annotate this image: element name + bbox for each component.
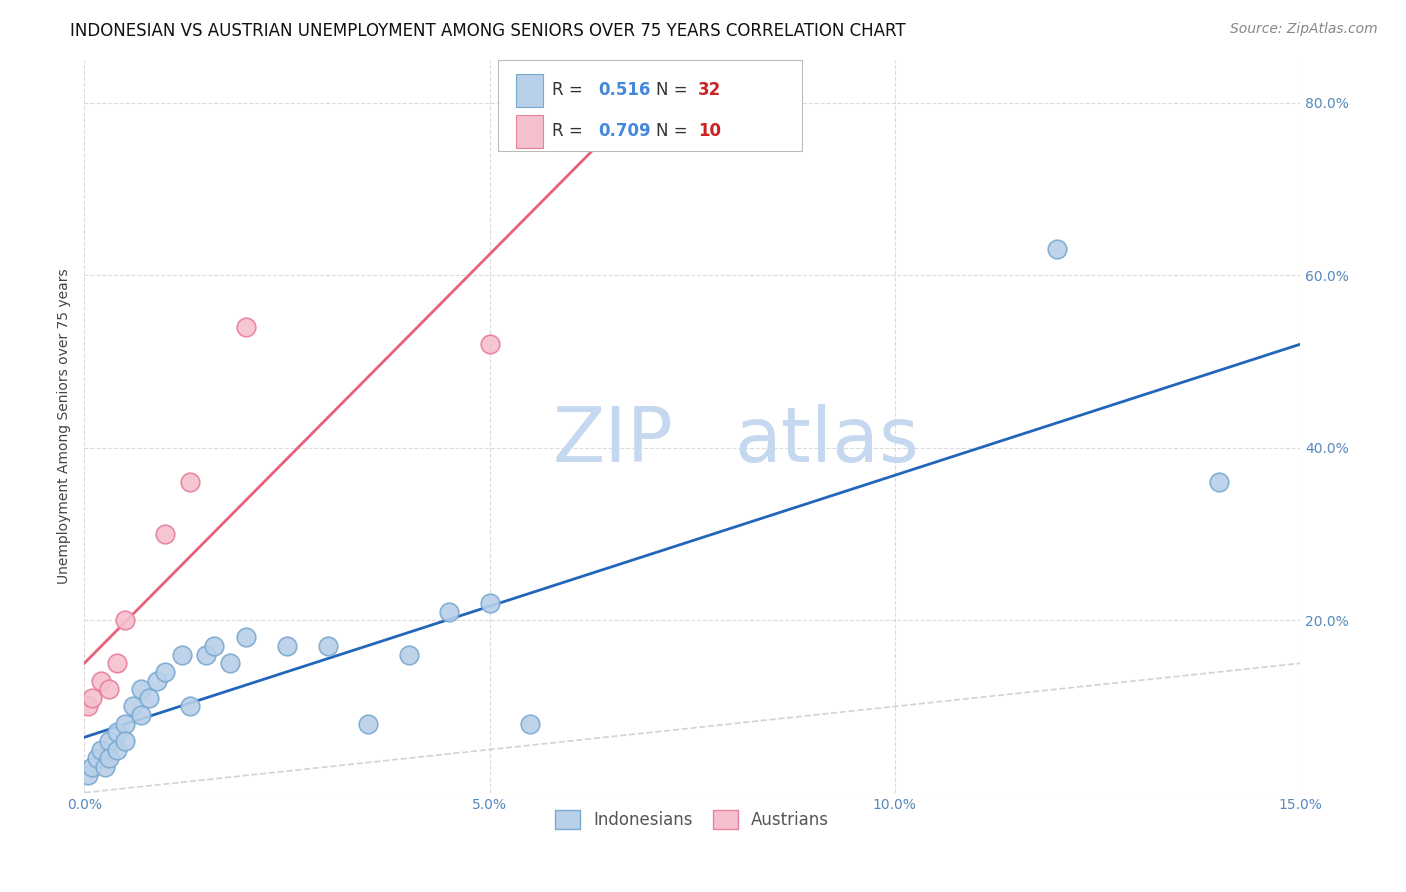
Point (155, 665, 177, 679)
Point (129, 708, 152, 723)
FancyBboxPatch shape (498, 60, 801, 152)
Text: 0.516: 0.516 (599, 81, 651, 99)
Point (519, 716, 541, 731)
Point (357, 716, 380, 731)
Text: Source: ZipAtlas.com: Source: ZipAtlas.com (1230, 22, 1378, 37)
Point (105, 725, 128, 739)
Point (170, 648, 193, 662)
FancyBboxPatch shape (516, 115, 543, 147)
Point (90, 742, 112, 756)
Point (97, 682, 120, 697)
Point (86, 751, 108, 765)
Text: INDONESIAN VS AUSTRIAN UNEMPLOYMENT AMONG SENIORS OVER 75 YEARS CORRELATION CHAR: INDONESIAN VS AUSTRIAN UNEMPLOYMENT AMON… (70, 22, 905, 40)
Point (202, 639, 225, 653)
Point (97, 734, 120, 748)
Point (97, 751, 120, 765)
Point (122, 699, 145, 714)
Point (179, 475, 201, 490)
FancyBboxPatch shape (516, 74, 543, 106)
Text: R =: R = (553, 122, 583, 140)
Point (90, 673, 112, 688)
Legend: Indonesians, Austrians: Indonesians, Austrians (548, 803, 837, 836)
Point (194, 648, 217, 662)
Point (105, 657, 128, 671)
Point (235, 631, 257, 645)
Point (155, 527, 177, 541)
Point (114, 734, 136, 748)
Point (437, 605, 460, 619)
Point (219, 657, 242, 671)
Y-axis label: Unemployment Among Seniors over 75 years: Unemployment Among Seniors over 75 years (58, 268, 72, 584)
Text: ZIP: ZIP (553, 404, 673, 478)
Text: 0.709: 0.709 (599, 122, 651, 140)
Text: 10: 10 (699, 122, 721, 140)
Point (398, 648, 420, 662)
Text: N =: N = (655, 122, 688, 140)
Point (1208, 475, 1230, 490)
Point (316, 639, 339, 653)
Point (146, 673, 169, 688)
Point (114, 716, 136, 731)
Text: R =: R = (553, 81, 583, 99)
Text: atlas: atlas (735, 404, 920, 478)
Point (235, 320, 257, 334)
Point (478, 337, 501, 351)
Point (82, 690, 104, 705)
Point (179, 699, 201, 714)
Point (129, 682, 152, 697)
Point (276, 639, 298, 653)
Point (1046, 243, 1069, 257)
Point (77, 768, 100, 782)
Point (114, 613, 136, 627)
Text: 32: 32 (699, 81, 721, 99)
Point (77, 699, 100, 714)
Point (93, 760, 115, 774)
Text: N =: N = (655, 81, 688, 99)
Point (105, 742, 128, 756)
Point (478, 596, 501, 610)
Point (138, 690, 160, 705)
Point (82, 760, 104, 774)
